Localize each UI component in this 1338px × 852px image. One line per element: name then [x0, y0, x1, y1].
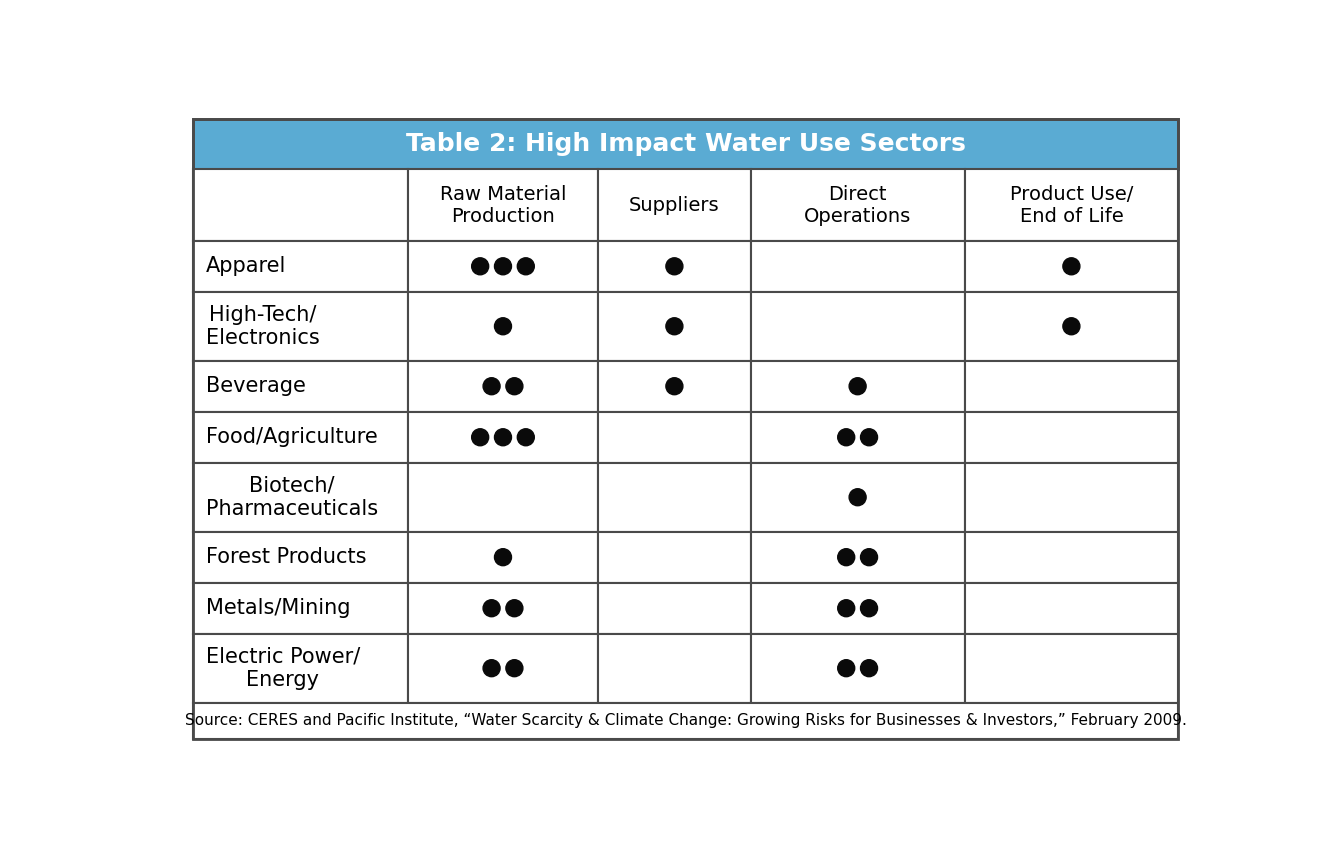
Bar — [408, 532, 598, 583]
Text: Beverage: Beverage — [206, 377, 305, 396]
Bar — [598, 463, 751, 532]
Ellipse shape — [850, 489, 866, 506]
Ellipse shape — [838, 600, 855, 617]
Text: Raw Material
Production: Raw Material Production — [440, 185, 566, 226]
Bar — [598, 291, 751, 360]
Bar — [193, 583, 408, 634]
Ellipse shape — [495, 549, 511, 566]
Ellipse shape — [518, 258, 534, 275]
Bar — [598, 634, 751, 703]
Bar — [193, 170, 408, 241]
Ellipse shape — [495, 429, 511, 446]
Bar — [965, 634, 1179, 703]
Ellipse shape — [518, 429, 534, 446]
Text: Metals/Mining: Metals/Mining — [206, 598, 351, 619]
Bar — [965, 170, 1179, 241]
Ellipse shape — [506, 377, 523, 394]
Ellipse shape — [483, 600, 500, 617]
Bar — [598, 412, 751, 463]
Bar — [193, 241, 408, 291]
Ellipse shape — [495, 258, 511, 275]
Bar — [193, 634, 408, 703]
Bar — [751, 583, 965, 634]
Bar — [193, 118, 1179, 170]
Bar — [193, 532, 408, 583]
Bar — [408, 360, 598, 412]
Ellipse shape — [495, 318, 511, 335]
Bar — [193, 291, 408, 360]
Ellipse shape — [506, 659, 523, 676]
Bar — [751, 360, 965, 412]
Ellipse shape — [483, 659, 500, 676]
Text: Direct
Operations: Direct Operations — [804, 185, 911, 226]
Bar — [598, 170, 751, 241]
Bar — [408, 291, 598, 360]
Bar — [965, 532, 1179, 583]
Text: Biotech/
Pharmaceuticals: Biotech/ Pharmaceuticals — [206, 475, 377, 519]
Text: High-Tech/
Electronics: High-Tech/ Electronics — [206, 305, 320, 348]
Bar — [193, 412, 408, 463]
Text: Electric Power/
Energy: Electric Power/ Energy — [206, 647, 360, 690]
Ellipse shape — [860, 429, 878, 446]
Text: Forest Products: Forest Products — [206, 547, 367, 567]
Ellipse shape — [666, 377, 682, 394]
Bar — [751, 463, 965, 532]
Bar — [193, 360, 408, 412]
Ellipse shape — [666, 318, 682, 335]
Ellipse shape — [472, 429, 488, 446]
Bar — [598, 360, 751, 412]
Bar — [408, 463, 598, 532]
Bar — [751, 634, 965, 703]
Bar — [965, 291, 1179, 360]
Ellipse shape — [666, 258, 682, 275]
Bar — [408, 170, 598, 241]
Bar — [408, 634, 598, 703]
Ellipse shape — [850, 377, 866, 394]
Text: Product Use/
End of Life: Product Use/ End of Life — [1010, 185, 1133, 226]
Text: Apparel: Apparel — [206, 256, 286, 276]
Bar — [751, 241, 965, 291]
Ellipse shape — [506, 600, 523, 617]
Bar — [751, 532, 965, 583]
Bar — [751, 291, 965, 360]
Bar — [751, 412, 965, 463]
Bar — [965, 360, 1179, 412]
Bar — [408, 583, 598, 634]
Ellipse shape — [838, 429, 855, 446]
Bar — [965, 241, 1179, 291]
Bar — [965, 463, 1179, 532]
Text: Suppliers: Suppliers — [629, 196, 720, 215]
Bar — [193, 703, 1179, 739]
Ellipse shape — [472, 258, 488, 275]
Text: Table 2: High Impact Water Use Sectors: Table 2: High Impact Water Use Sectors — [405, 132, 966, 156]
Bar — [193, 463, 408, 532]
Ellipse shape — [1062, 258, 1080, 275]
Text: Food/Agriculture: Food/Agriculture — [206, 427, 377, 447]
Ellipse shape — [838, 659, 855, 676]
Ellipse shape — [483, 377, 500, 394]
Bar — [598, 241, 751, 291]
Text: Source: CERES and Pacific Institute, “Water Scarcity & Climate Change: Growing R: Source: CERES and Pacific Institute, “Wa… — [185, 713, 1187, 728]
Bar — [408, 241, 598, 291]
Bar — [751, 170, 965, 241]
Bar — [598, 583, 751, 634]
Bar — [965, 412, 1179, 463]
Ellipse shape — [860, 549, 878, 566]
Bar — [965, 583, 1179, 634]
Bar — [408, 412, 598, 463]
Ellipse shape — [860, 600, 878, 617]
Bar — [598, 532, 751, 583]
Ellipse shape — [838, 549, 855, 566]
Ellipse shape — [1062, 318, 1080, 335]
Ellipse shape — [860, 659, 878, 676]
